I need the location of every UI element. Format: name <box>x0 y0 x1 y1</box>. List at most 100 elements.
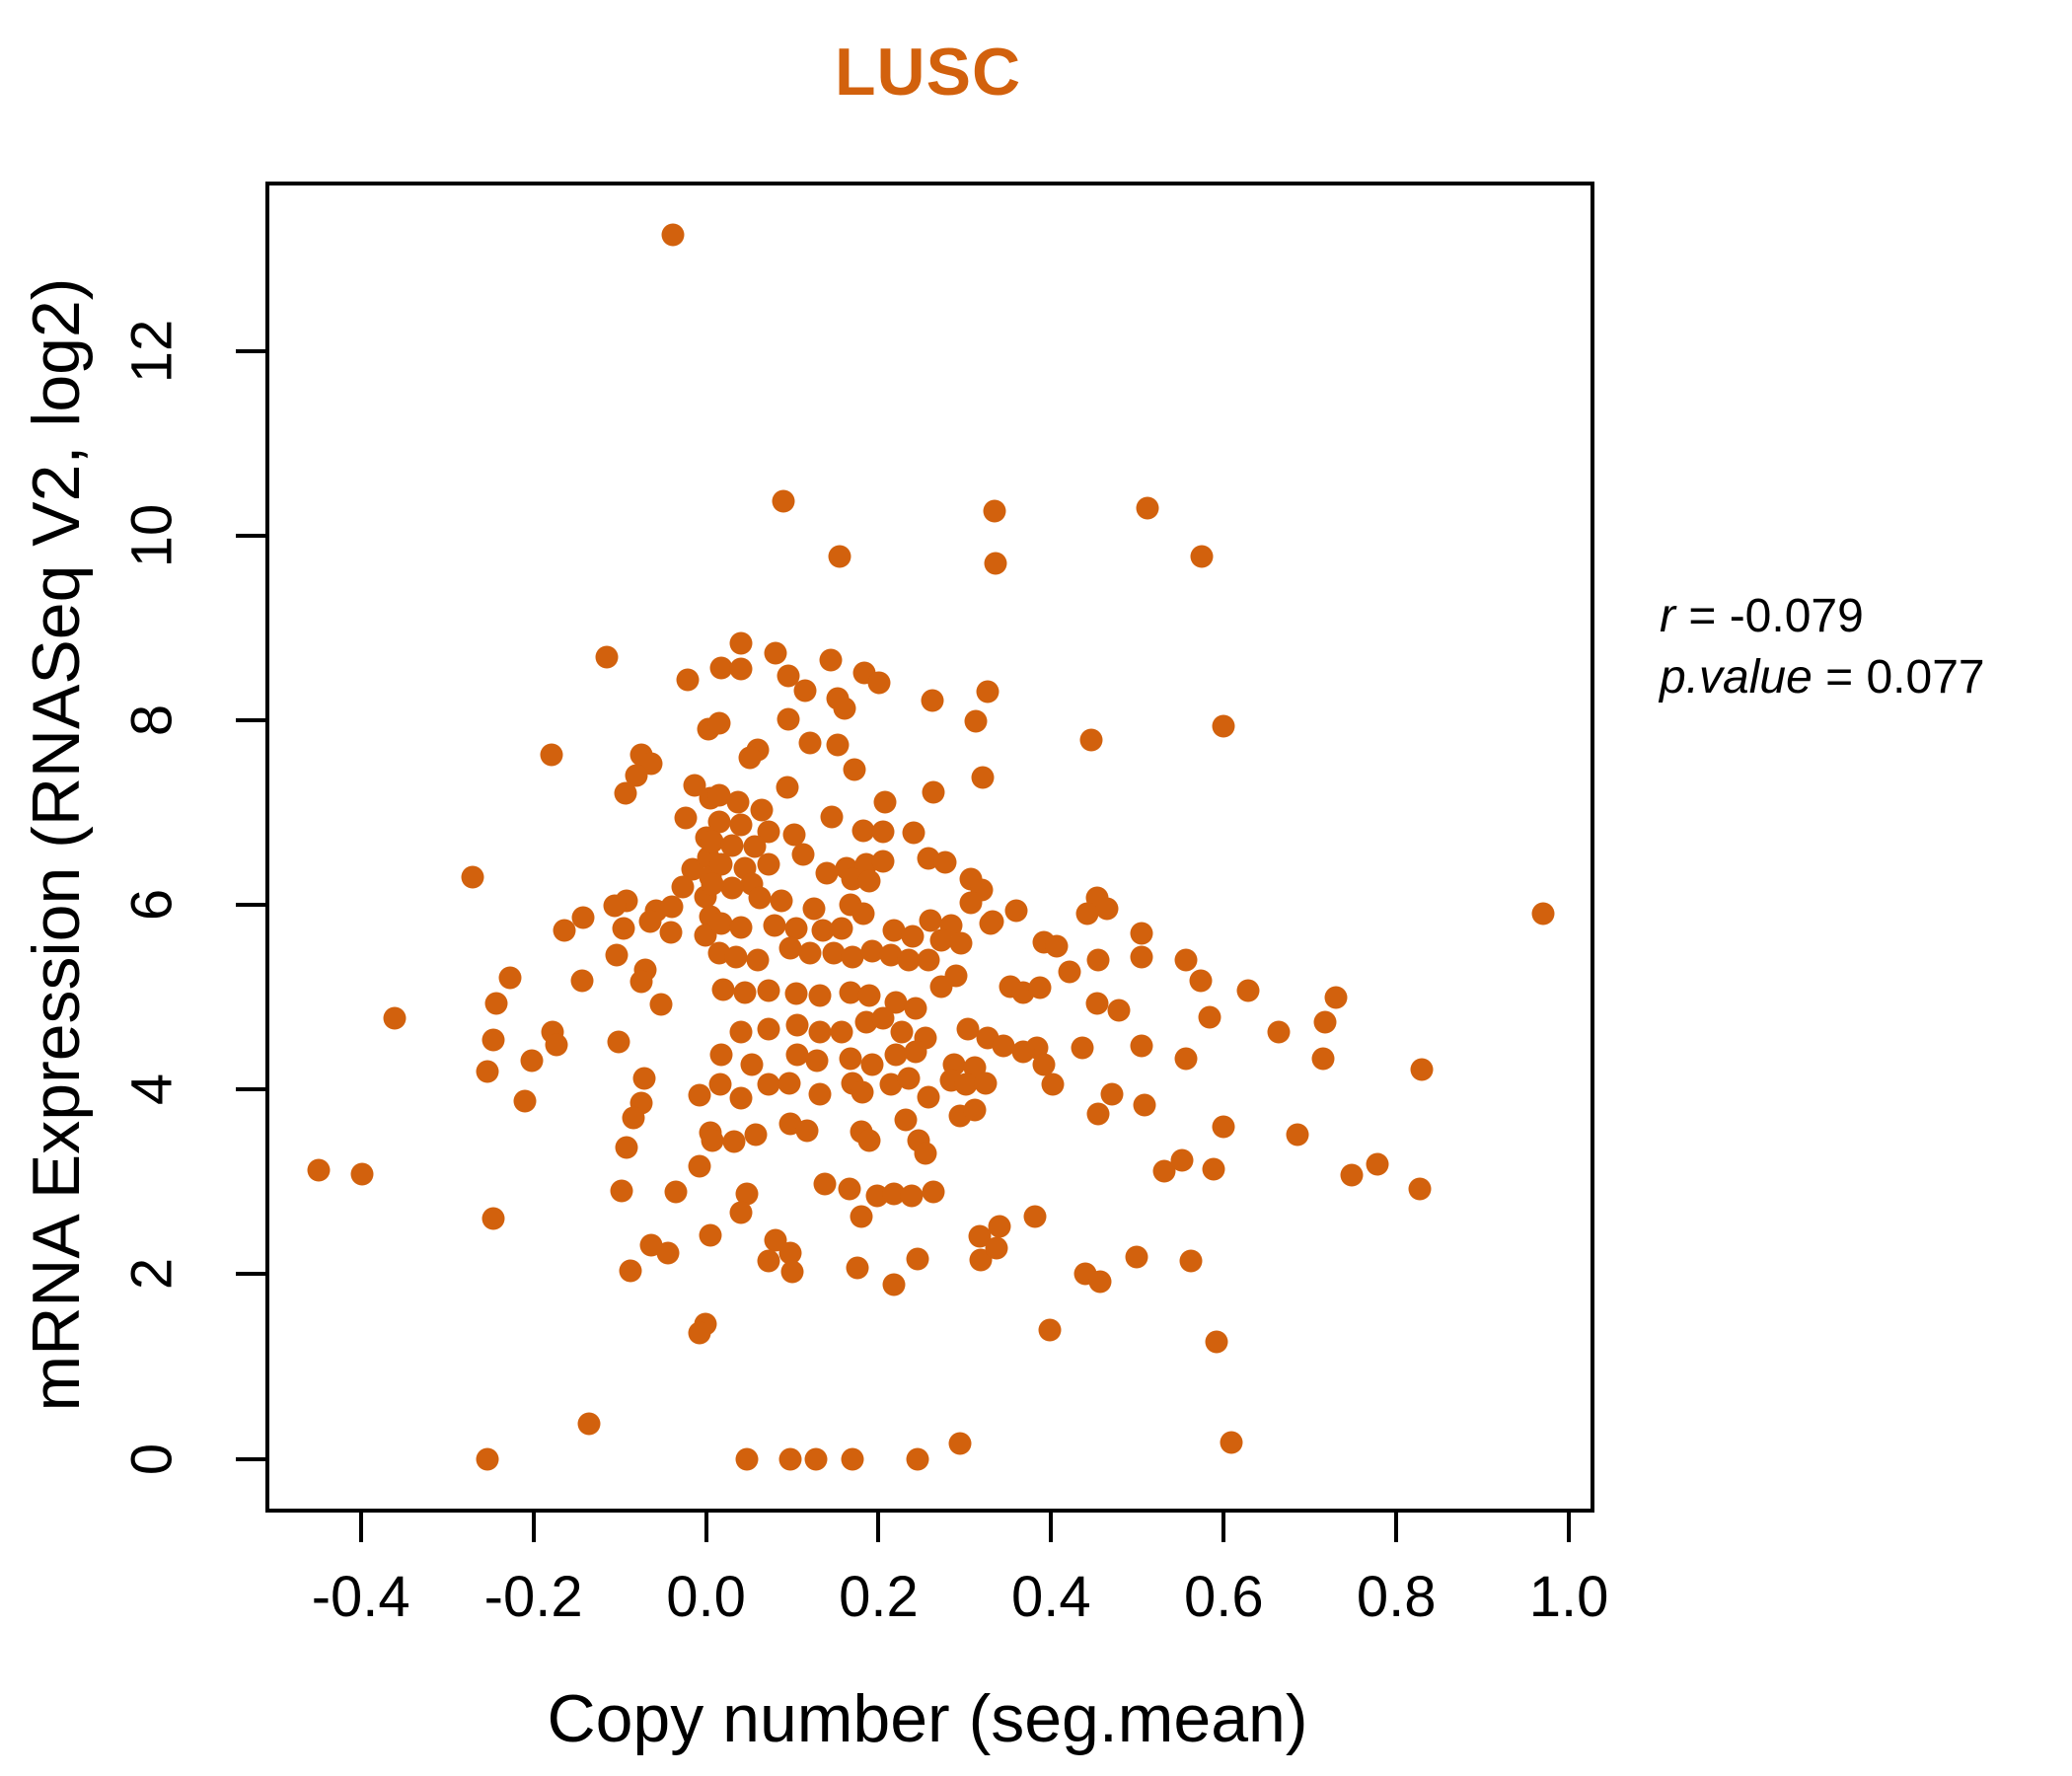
p-value-label: p.value <box>1660 651 1813 703</box>
data-point <box>984 552 1007 575</box>
data-point <box>701 872 724 896</box>
data-point <box>1004 899 1028 923</box>
x-axis-tick <box>531 1513 536 1542</box>
data-point <box>707 941 731 965</box>
data-point <box>904 997 927 1020</box>
data-point <box>707 810 731 834</box>
chart-title: LUSC <box>834 35 1022 110</box>
x-axis-tick <box>1221 1513 1226 1542</box>
data-point <box>1130 945 1153 969</box>
data-point <box>1136 496 1159 520</box>
data-point <box>625 764 648 787</box>
data-point <box>922 780 945 804</box>
data-point <box>481 1028 505 1052</box>
data-point <box>954 1073 978 1096</box>
data-point <box>784 917 807 940</box>
data-point <box>729 631 753 655</box>
data-point <box>1340 1163 1364 1187</box>
data-point <box>520 1049 544 1073</box>
data-point <box>461 865 484 889</box>
data-point <box>1058 960 1081 984</box>
data-point <box>841 1447 864 1470</box>
data-point <box>963 1098 987 1122</box>
data-point <box>1313 1010 1337 1034</box>
data-point <box>750 798 774 822</box>
data-point <box>1286 1123 1309 1147</box>
data-point <box>897 1067 921 1090</box>
data-point <box>1085 992 1109 1015</box>
data-point <box>843 758 866 781</box>
data-point <box>664 1180 688 1204</box>
data-point <box>724 945 748 969</box>
data-point <box>828 545 851 568</box>
data-point <box>676 668 700 692</box>
data-point <box>929 928 953 952</box>
data-point <box>820 805 844 829</box>
y-axis-tick <box>236 1272 265 1277</box>
data-point <box>882 1273 906 1296</box>
data-point <box>879 943 903 967</box>
data-point <box>795 1119 819 1143</box>
data-point <box>729 813 753 837</box>
data-point <box>1410 1058 1434 1081</box>
data-point <box>757 979 780 1002</box>
data-point <box>674 806 698 830</box>
data-point <box>778 1447 802 1470</box>
data-point <box>777 1072 800 1095</box>
x-axis-tick-label: -0.2 <box>483 1565 583 1629</box>
data-point <box>729 916 753 939</box>
data-point <box>830 917 853 940</box>
data-point <box>709 1043 733 1067</box>
plot-area: -0.4 -0.2 0.0 0.2 0.4 0.6 0.8 1.0 0 2 4 6 8 10 12 <box>120 182 1608 1629</box>
data-point <box>661 223 685 247</box>
data-point <box>833 697 856 720</box>
data-point <box>770 889 793 913</box>
x-axis-tick <box>358 1513 363 1542</box>
data-point <box>1086 948 1110 972</box>
data-point <box>819 648 843 672</box>
data-point <box>1075 902 1099 925</box>
data-point <box>826 733 850 757</box>
data-point <box>688 1083 711 1107</box>
data-point <box>1079 728 1103 752</box>
data-point <box>894 1108 918 1132</box>
data-point <box>350 1162 374 1186</box>
data-point <box>1408 1177 1432 1201</box>
data-point <box>1071 1036 1094 1060</box>
data-point <box>629 970 653 994</box>
data-point <box>959 891 983 915</box>
data-point <box>778 1241 802 1265</box>
data-point <box>776 776 799 799</box>
data-point <box>815 861 839 885</box>
data-point <box>307 1158 331 1182</box>
data-point <box>722 1130 746 1153</box>
data-point <box>763 914 786 937</box>
data-point <box>1095 897 1119 921</box>
data-point <box>744 1123 768 1147</box>
data-point <box>545 1033 568 1057</box>
data-point <box>985 1236 1008 1260</box>
data-point <box>979 912 1002 935</box>
data-point <box>707 711 731 735</box>
data-point <box>805 1049 829 1073</box>
data-point <box>1107 999 1131 1022</box>
data-point <box>956 1017 980 1041</box>
data-point <box>1174 948 1198 972</box>
data-point <box>735 1182 759 1206</box>
data-point <box>778 936 802 960</box>
data-point <box>841 945 864 969</box>
data-point <box>830 1020 853 1044</box>
data-point <box>850 1205 873 1228</box>
data-point <box>873 790 897 814</box>
data-point <box>992 1034 1015 1058</box>
data-point <box>917 1085 940 1109</box>
data-point <box>729 1201 753 1224</box>
data-point <box>1531 902 1555 925</box>
data-point <box>632 1067 656 1090</box>
data-point <box>968 1224 992 1248</box>
data-point <box>729 1020 753 1044</box>
data-point <box>726 790 750 814</box>
y-axis-tick-label: 2 <box>119 1258 185 1291</box>
data-point <box>1152 1159 1176 1183</box>
data-point <box>782 823 806 847</box>
